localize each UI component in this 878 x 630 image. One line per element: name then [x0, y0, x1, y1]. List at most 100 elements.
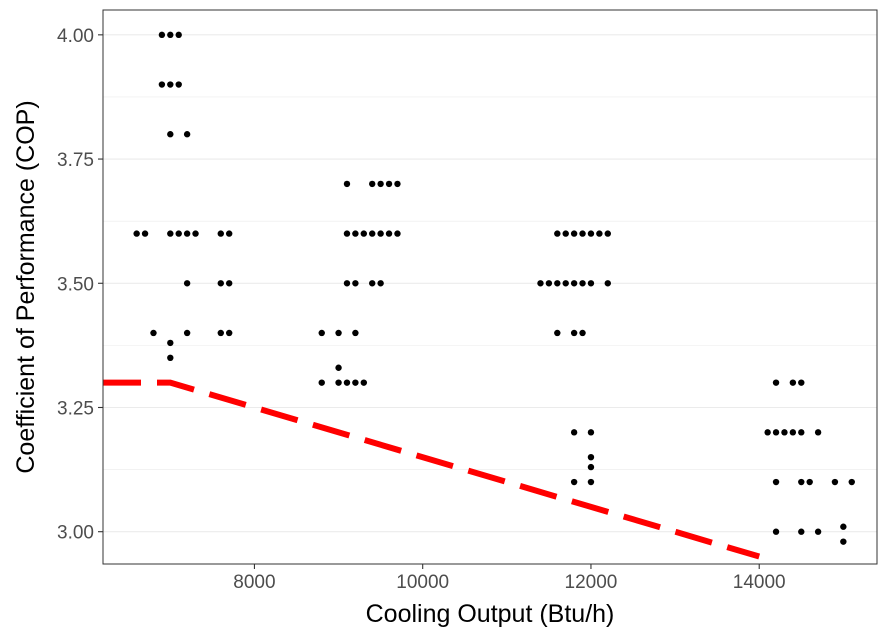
data-point: [385, 230, 393, 237]
data-point: [596, 230, 603, 237]
data-point: [587, 463, 595, 471]
data-point: [570, 280, 578, 287]
data-point: [175, 31, 182, 39]
x-tick-label: 14000: [733, 572, 786, 593]
data-point: [192, 230, 199, 237]
data-point: [183, 131, 191, 138]
data-point: [377, 280, 384, 287]
data-point: [141, 230, 149, 237]
data-point: [217, 329, 224, 337]
data-point: [377, 230, 384, 237]
data-point: [335, 364, 342, 371]
data-point: [183, 230, 191, 237]
data-point: [570, 230, 578, 237]
data-point: [554, 280, 561, 287]
data-point: [352, 230, 359, 237]
data-point: [167, 131, 174, 138]
y-tick-label: 4.00: [57, 26, 94, 47]
data-point: [554, 329, 561, 337]
threshold-line: [103, 379, 761, 560]
data-point: [352, 329, 359, 337]
data-point: [848, 478, 855, 486]
y-tick-label: 3.75: [57, 150, 94, 171]
data-point: [158, 81, 166, 88]
data-point: [587, 280, 595, 287]
data-point: [318, 329, 325, 337]
data-point: [352, 379, 359, 386]
x-tick-label: 10000: [396, 572, 449, 593]
data-point: [562, 230, 569, 237]
data-point: [335, 379, 342, 386]
y-tick-label: 3.50: [57, 274, 94, 295]
data-point: [150, 329, 157, 337]
data-point: [814, 528, 822, 535]
data-point: [537, 280, 544, 287]
data-point: [369, 280, 376, 287]
data-point: [579, 230, 586, 237]
threshold-line-layer: [103, 379, 761, 560]
data-point: [167, 354, 174, 362]
y-axis: 3.00 3.25 3.50 3.75 4.00: [57, 26, 103, 544]
data-point: [840, 538, 847, 545]
data-point: [798, 379, 805, 386]
data-point: [772, 429, 780, 436]
data-point: [167, 339, 174, 347]
data-point: [789, 379, 797, 386]
data-point: [318, 379, 325, 386]
data-point: [158, 31, 166, 39]
data-point: [343, 280, 351, 287]
data-point: [554, 230, 561, 237]
data-point: [570, 478, 578, 486]
data-point: [352, 280, 359, 287]
data-point: [772, 478, 780, 486]
data-point: [343, 180, 351, 188]
data-point: [562, 280, 569, 287]
panel-border: [102, 9, 878, 565]
data-point: [840, 523, 847, 530]
data-point: [579, 280, 586, 287]
data-point: [167, 81, 174, 88]
data-point: [781, 429, 788, 436]
data-point: [335, 329, 342, 337]
data-points: [133, 31, 855, 545]
data-point: [343, 230, 351, 237]
data-point: [175, 230, 182, 237]
data-point: [377, 180, 384, 188]
x-axis: 8000 10000 12000 14000: [233, 564, 786, 593]
x-tick-label: 8000: [233, 572, 275, 593]
data-point: [570, 329, 578, 337]
data-point: [570, 429, 578, 436]
x-tick-label: 12000: [565, 572, 618, 593]
data-point: [183, 280, 191, 287]
data-point: [183, 329, 191, 337]
data-point: [225, 329, 233, 337]
data-point: [604, 280, 611, 287]
y-tick-label: 3.25: [57, 398, 94, 419]
y-tick-label: 3.00: [57, 523, 94, 544]
data-point: [385, 180, 393, 188]
data-point: [175, 81, 182, 88]
data-point: [587, 429, 595, 436]
data-point: [394, 180, 401, 188]
data-point: [772, 528, 780, 535]
data-point: [798, 429, 805, 436]
data-point: [587, 453, 595, 461]
data-point: [369, 230, 376, 237]
data-point: [225, 230, 233, 237]
data-point: [217, 230, 224, 237]
data-point: [814, 429, 822, 436]
data-point: [360, 379, 368, 386]
data-point: [798, 478, 805, 486]
data-point: [789, 429, 797, 436]
data-point: [369, 180, 376, 188]
data-point: [545, 280, 553, 287]
data-point: [764, 429, 771, 436]
data-point: [806, 478, 813, 486]
data-point: [798, 528, 805, 535]
y-axis-title: Coefficient of Performance (COP): [12, 100, 40, 473]
data-point: [217, 280, 224, 287]
data-point: [394, 230, 401, 237]
data-point: [343, 379, 351, 386]
data-point: [831, 478, 839, 486]
